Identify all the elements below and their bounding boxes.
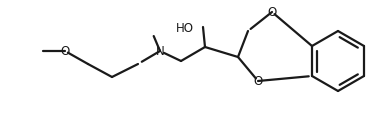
Text: HO: HO [176, 21, 194, 34]
Text: O: O [253, 75, 263, 88]
Text: O: O [60, 45, 70, 58]
Text: N: N [156, 45, 164, 58]
Text: O: O [267, 6, 277, 19]
